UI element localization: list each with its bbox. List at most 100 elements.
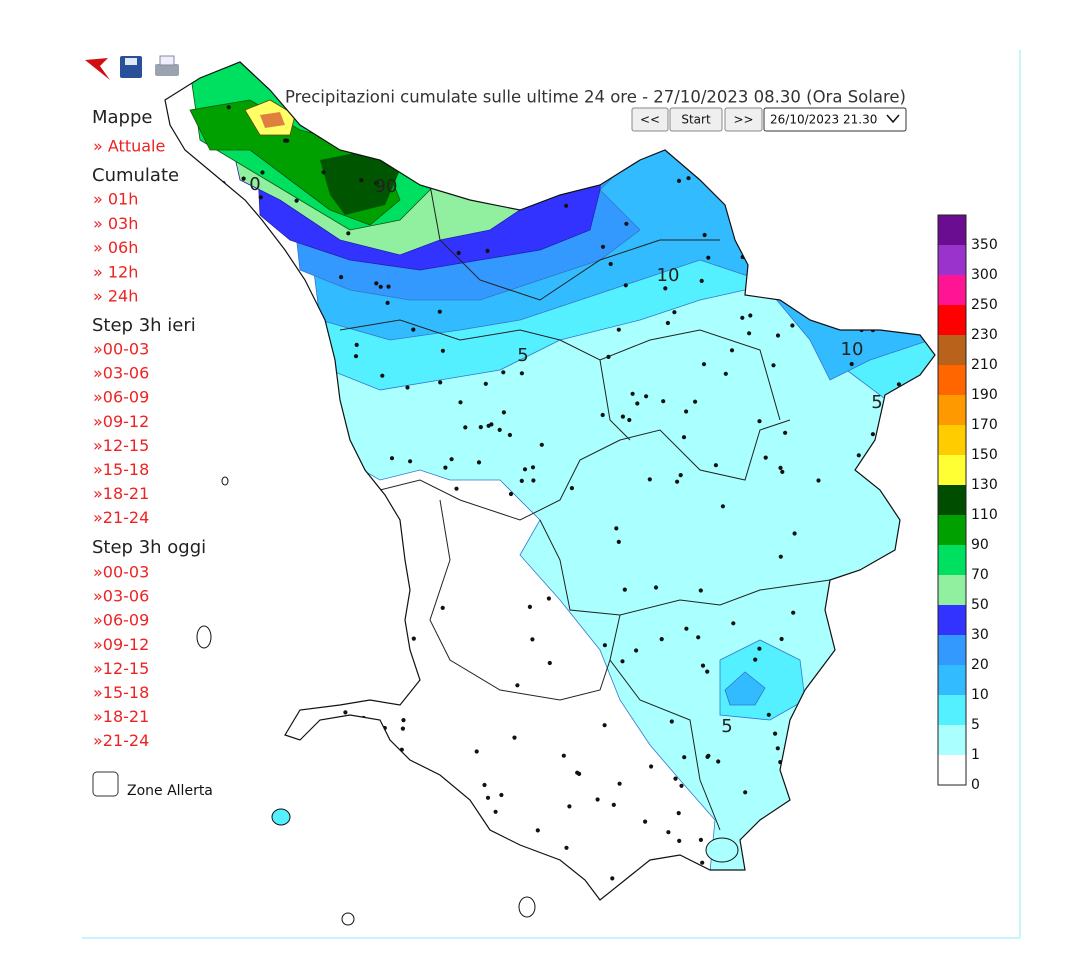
- sidebar-link[interactable]: »06-09: [93, 388, 149, 407]
- nav-button-label[interactable]: >>: [733, 113, 753, 127]
- station-dot: [337, 424, 342, 429]
- sidebar-link[interactable]: »03-06: [93, 587, 149, 606]
- legend-label: 0: [971, 777, 980, 793]
- sidebar-link[interactable]: »06-09: [93, 611, 149, 630]
- sidebar-link[interactable]: »18-21: [93, 484, 149, 503]
- station-dot: [778, 465, 783, 470]
- station-dot: [775, 746, 780, 751]
- station-dot: [416, 878, 421, 883]
- legend-label: 1: [971, 747, 980, 763]
- station-dot: [321, 170, 326, 175]
- station-dot: [380, 590, 385, 595]
- station-dot: [684, 409, 689, 414]
- sidebar-link[interactable]: »15-18: [93, 683, 149, 702]
- station-dot: [235, 503, 240, 508]
- nav-button-label[interactable]: <<: [640, 113, 660, 127]
- toolbar-icons[interactable]: [85, 55, 179, 80]
- station-dot: [312, 540, 317, 545]
- arrow-icon[interactable]: [85, 58, 110, 80]
- sidebar-link[interactable]: »12-15: [93, 659, 149, 678]
- sidebar-link[interactable]: » 06h: [93, 238, 138, 257]
- station-dot: [321, 498, 326, 503]
- nav-button[interactable]: [669, 107, 723, 132]
- station-dot: [178, 599, 183, 604]
- sidebar-link[interactable]: »18-21: [93, 707, 149, 726]
- station-dot: [906, 627, 911, 632]
- date-select-value[interactable]: 26/10/2023 21.30: [770, 113, 877, 127]
- island: [271, 808, 291, 826]
- station-dot: [706, 753, 711, 758]
- station-dot: [440, 348, 445, 353]
- station-dot: [856, 453, 861, 458]
- zone-110-130: [320, 150, 400, 215]
- station-dot: [702, 232, 707, 238]
- sidebar-link[interactable]: »00-03: [93, 563, 149, 582]
- sidebar-link[interactable]: »15-18: [93, 460, 149, 479]
- station-dot: [643, 819, 648, 824]
- select-caret[interactable]: [886, 114, 900, 124]
- nav-button-label[interactable]: Start: [681, 113, 711, 127]
- legend-swatch: [938, 575, 966, 605]
- station-dot: [530, 637, 535, 642]
- date-select[interactable]: [763, 107, 907, 132]
- sidebar-link[interactable]: »21-24: [93, 508, 149, 527]
- station-dot: [907, 456, 912, 461]
- sidebar-link[interactable]: » Attuale: [93, 137, 165, 156]
- station-dot: [458, 400, 463, 405]
- legend-label: 5: [971, 717, 980, 733]
- station-dot: [180, 291, 185, 296]
- sidebar-link[interactable]: » 24h: [93, 287, 138, 306]
- sidebar-link[interactable]: »03-06: [93, 364, 149, 383]
- station-dot: [674, 72, 679, 77]
- station-dot: [647, 477, 652, 482]
- sidebar-link[interactable]: »21-24: [93, 731, 149, 750]
- station-dot: [403, 782, 408, 787]
- station-dot: [600, 412, 605, 418]
- legend-label: 70: [971, 567, 989, 583]
- station-dot: [172, 380, 177, 385]
- station-dot: [485, 248, 490, 253]
- station-dot: [374, 181, 379, 186]
- station-dot: [901, 595, 906, 600]
- station-dot: [376, 124, 382, 129]
- sidebar-link[interactable]: »12-15: [93, 436, 149, 455]
- station-dot: [354, 342, 359, 347]
- station-dot: [338, 822, 343, 827]
- print-icon[interactable]: [155, 64, 179, 76]
- station-dot: [646, 882, 651, 887]
- station-dot: [713, 890, 718, 895]
- station-dot: [848, 745, 853, 751]
- legend-swatch: [938, 365, 966, 395]
- station-dot: [860, 828, 865, 833]
- sidebar-link[interactable]: »09-12: [93, 412, 149, 431]
- station-dot: [501, 410, 506, 415]
- sidebar-link[interactable]: »00-03: [93, 340, 149, 359]
- contour-label: 90: [375, 176, 398, 197]
- sidebar-link[interactable]: » 03h: [93, 214, 138, 233]
- station-dot: [611, 802, 616, 808]
- nav-button[interactable]: [724, 107, 763, 132]
- station-dot: [538, 859, 544, 865]
- station-dot: [530, 465, 536, 470]
- legend-swatch: [938, 485, 966, 515]
- sidebar-link[interactable]: » 12h: [93, 262, 138, 281]
- station-dot: [378, 284, 383, 289]
- station-dot: [775, 333, 781, 338]
- station-dot: [497, 427, 502, 432]
- station-dot: [561, 753, 566, 758]
- sidebar-link[interactable]: » 01h: [93, 190, 138, 209]
- nav-button[interactable]: [631, 107, 669, 132]
- legend-swatch: [938, 305, 966, 335]
- station-dot: [380, 373, 385, 378]
- station-dot: [696, 635, 701, 640]
- zones-checkbox[interactable]: [92, 771, 119, 797]
- legend-swatch: [938, 665, 966, 695]
- station-dot: [417, 166, 423, 171]
- legend: 3503002502302101901701501301109070503020…: [937, 214, 998, 793]
- station-dot: [298, 813, 303, 818]
- zones-checkbox-label[interactable]: Zone Allerta: [127, 783, 213, 799]
- sidebar-link[interactable]: »09-12: [93, 635, 149, 654]
- station-dot: [482, 782, 487, 788]
- station-dot: [324, 395, 329, 400]
- station-dot: [622, 587, 627, 592]
